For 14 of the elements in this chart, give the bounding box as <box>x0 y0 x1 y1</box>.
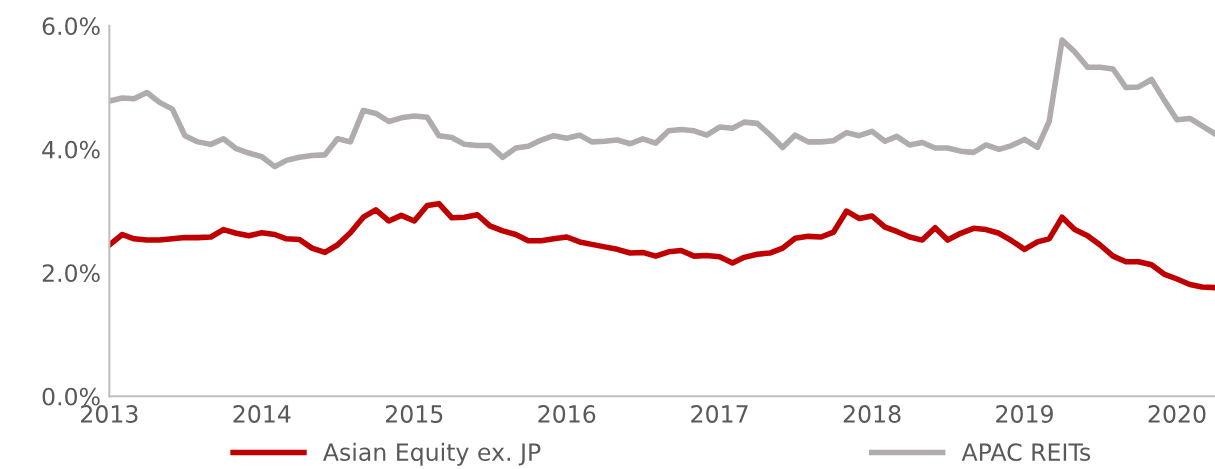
x-tick-label: 2020 <box>1148 405 1206 423</box>
x-tick-label: 2015 <box>385 405 443 423</box>
y-tick-label: 2.0% <box>42 264 100 283</box>
x-tick-label: 2014 <box>233 405 291 423</box>
x-tick-label: 2018 <box>843 405 901 423</box>
y-tick-label: 4.0% <box>42 140 100 159</box>
y-tick-label: 0.0% <box>42 387 100 406</box>
legend-label: APAC REITs <box>961 443 1091 462</box>
legend-label: Asian Equity ex. JP <box>323 442 541 466</box>
x-tick-label: 2016 <box>538 405 596 423</box>
x-tick-label: 2019 <box>996 405 1053 423</box>
y-tick-label: 6.0% <box>42 17 100 36</box>
x-tick-label: 2013 <box>81 405 138 423</box>
x-tick-label: 2017 <box>691 405 748 423</box>
